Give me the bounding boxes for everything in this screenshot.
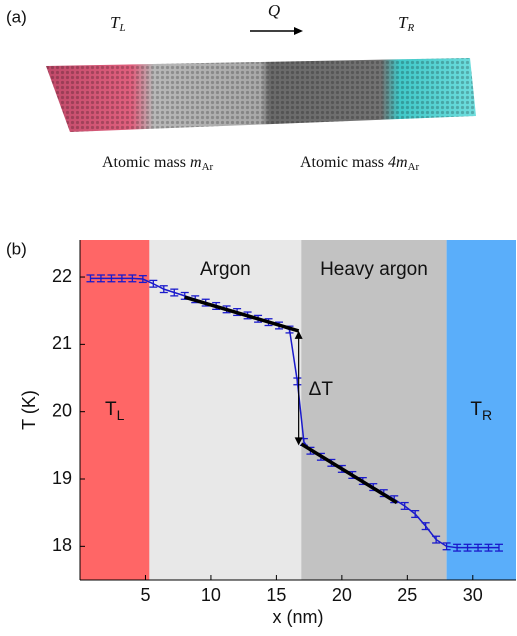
- delta-label: ΔT: [309, 379, 334, 400]
- y-tick-label: 18: [52, 535, 72, 555]
- x-axis-title: x (nm): [273, 607, 324, 627]
- x-tick-label: 5: [140, 585, 150, 605]
- heat-flux-label: Q: [268, 1, 280, 20]
- y-tick-label: 20: [52, 400, 72, 420]
- region-label-main: T: [105, 399, 117, 420]
- x-tick-label: 10: [201, 585, 221, 605]
- region: [80, 240, 150, 580]
- flux-arrow-head: [294, 27, 303, 35]
- region-label: TL: [105, 399, 125, 423]
- delta-arrow-head: [294, 437, 303, 446]
- x-tick-label: 15: [266, 585, 286, 605]
- region-label: Argon: [200, 259, 251, 280]
- region-label: Heavy argon: [320, 259, 428, 280]
- y-tick-label: 21: [52, 333, 72, 353]
- left-temperature: TL: [110, 13, 126, 34]
- y-tick-label: 22: [52, 266, 72, 286]
- atomic-slab-texture: [46, 58, 476, 132]
- fit-line: [300, 442, 398, 505]
- delta-arrow-head: [294, 330, 303, 339]
- region: [149, 240, 302, 580]
- region-label-main: Argon: [200, 259, 251, 280]
- fit-line: [184, 295, 300, 333]
- panel-label: (a): [6, 7, 27, 26]
- region-label-main: T: [470, 399, 482, 420]
- right-temperature: TR: [398, 13, 414, 34]
- region-label-main: Heavy argon: [320, 259, 428, 280]
- region: [446, 240, 516, 580]
- mass-left: Atomic mass mAr: [102, 154, 214, 173]
- region-label-sub: L: [117, 407, 125, 423]
- x-tick-label: 25: [397, 585, 417, 605]
- y-tick-label: 19: [52, 468, 72, 488]
- panel-a: (a) TL Q TR Atomic mass mAr Atomic mass …: [6, 1, 476, 173]
- region-label: TR: [470, 399, 492, 423]
- mass-right: Atomic mass 4mAr: [300, 154, 420, 173]
- y-axis-title: T (K): [19, 390, 39, 430]
- panel-label: (b): [6, 239, 27, 258]
- x-tick-label: 30: [463, 585, 483, 605]
- x-tick-label: 20: [332, 585, 352, 605]
- region-label-sub: R: [482, 407, 492, 423]
